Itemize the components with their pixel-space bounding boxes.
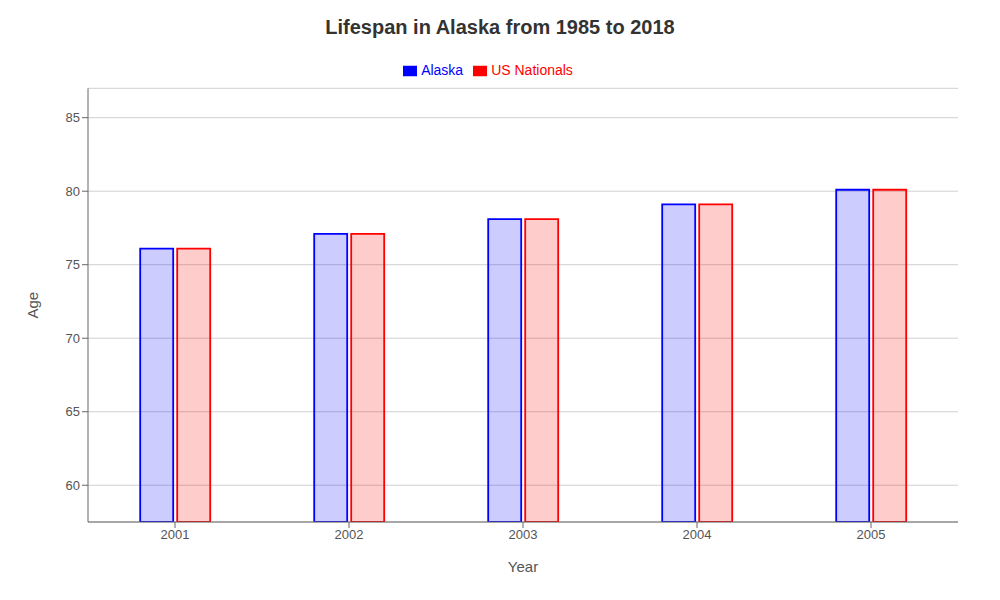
html-text:Lifespan in Alaska from 1985 t: Lifespan in Alaska from 1985 to 2018 (325, 16, 675, 38)
svg-text:2005: 2005 (857, 527, 886, 542)
svg-text:2004: 2004 (683, 527, 712, 542)
html-text:US Nationals: US Nationals (491, 62, 573, 78)
svg-text:60: 60 (66, 478, 80, 493)
svg-text:65: 65 (66, 404, 80, 419)
svg-text:Year: Year (508, 558, 538, 575)
svg-text:70: 70 (66, 331, 80, 346)
svg-text:Age: Age (24, 292, 41, 319)
svg-text:80: 80 (66, 184, 80, 199)
svg-text:2002: 2002 (335, 527, 364, 542)
html-text:Alaska: Alaska (421, 62, 464, 78)
svg-text:2001: 2001 (161, 527, 190, 542)
svg-text:85: 85 (66, 110, 80, 125)
svg-text:75: 75 (66, 257, 80, 272)
svg-text:2003: 2003 (509, 527, 538, 542)
